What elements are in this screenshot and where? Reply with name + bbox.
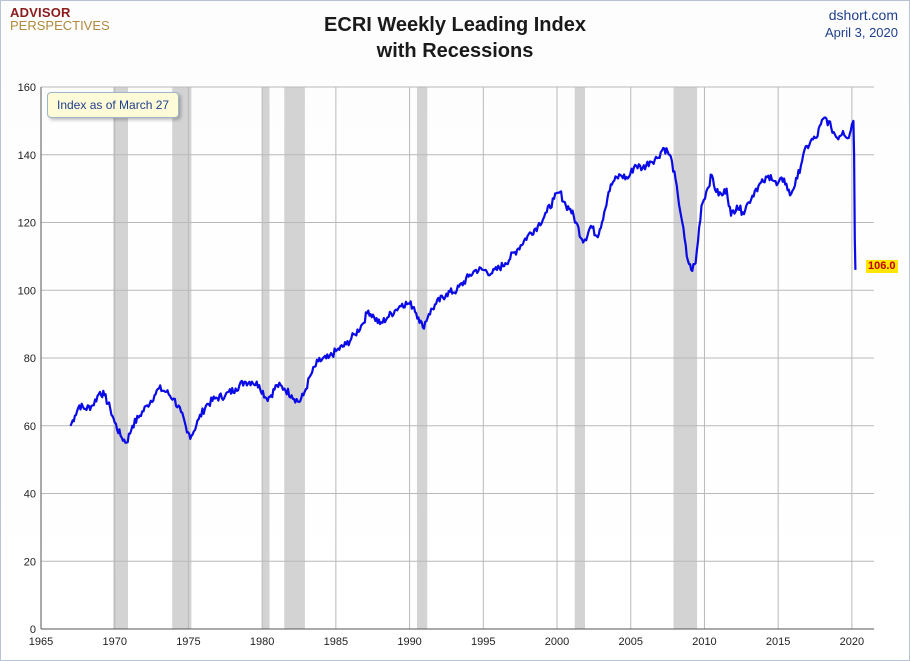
axes (40, 87, 874, 630)
y-tick-label-40: 40 (24, 489, 36, 501)
x-tick-label-1995: 1995 (471, 636, 495, 648)
y-tick-label-20: 20 (24, 556, 36, 568)
y-tick-label-140: 140 (18, 150, 36, 162)
x-tick-label-2015: 2015 (766, 636, 790, 648)
x-tick-label-1985: 1985 (324, 636, 348, 648)
logo-line-2: PERSPECTIVES (10, 18, 110, 33)
x-tick-label-1965: 1965 (29, 636, 53, 648)
last-value-label: 106.0 (866, 260, 898, 273)
chart-title: ECRI Weekly Leading Index with Recession… (0, 12, 910, 64)
x-tick-label-1990: 1990 (397, 636, 421, 648)
gridlines (40, 86, 874, 630)
x-tick-label-1970: 1970 (102, 636, 126, 648)
y-tick-label-60: 60 (24, 421, 36, 433)
x-tick-label-1975: 1975 (176, 636, 200, 648)
x-tick-label-2020: 2020 (840, 636, 864, 648)
source-date: April 3, 2020 (825, 25, 898, 40)
x-tick-label-2005: 2005 (618, 636, 642, 648)
y-tick-label-160: 160 (18, 82, 36, 94)
y-tick-label-80: 80 (24, 353, 36, 365)
chart-title-line-1: ECRI Weekly Leading Index (324, 14, 586, 36)
advisor-perspectives-logo: ADVISOR PERSPECTIVES (10, 6, 110, 33)
y-tick-label-120: 120 (18, 218, 36, 230)
source-site: dshort.com (828, 7, 898, 23)
source-block: dshort.com April 3, 2020 (825, 6, 898, 42)
y-tick-label-0: 0 (30, 624, 36, 636)
y-tick-label-100: 100 (18, 285, 36, 297)
x-tick-label-2000: 2000 (545, 636, 569, 648)
chart-title-line-2: with Recessions (376, 40, 534, 62)
x-tick-label-2010: 2010 (692, 636, 716, 648)
annotation-box: Index as of March 27 (47, 92, 180, 118)
logo-line-1: ADVISOR (10, 5, 71, 20)
series-line-ecri-weekly-leading-index (69, 116, 857, 444)
tick-labels: 1965 1970 1975 1980 1985 1990 1995 2000 2005 2010… (18, 82, 864, 648)
x-tick-label-1980: 1980 (250, 636, 274, 648)
